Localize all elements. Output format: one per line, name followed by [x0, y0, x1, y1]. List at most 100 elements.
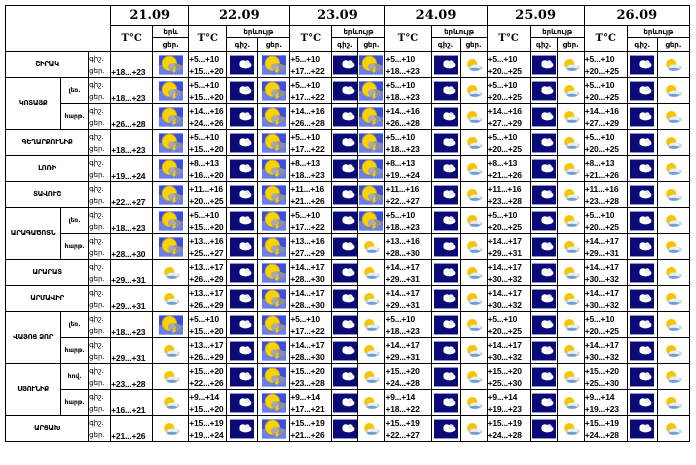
temperature-night: +11...+16: [385, 183, 420, 194]
day-header: ցեր.: [357, 37, 386, 52]
temperature-night: +15...+19: [385, 417, 420, 428]
temperature-range: +14...+17 +30...+32: [583, 285, 628, 312]
night-day-label: գիշ. ցեր.: [88, 77, 112, 104]
moon-cloud-icon: [626, 155, 658, 182]
moon-cloud-icon: [226, 51, 259, 78]
table-row: ԱՐԱՐԱՏ գիշ. ցեր. +29...+31 +13...+17 +26...+2…: [4, 259, 691, 286]
sun-behind-cloud-icon: [461, 341, 486, 360]
sun-behind-cloud-icon: [656, 207, 691, 234]
moon-cloud-icon: [531, 341, 556, 360]
day-label: ցեր.: [89, 92, 105, 101]
moon-cloud-icon: [630, 367, 655, 386]
moon-cloud-icon: [230, 341, 255, 360]
temperature-night: +5...+10: [487, 209, 518, 220]
moon-cloud-icon: [630, 81, 655, 100]
temperature-night: +8...+13: [385, 157, 416, 168]
moon-cloud-icon: [531, 315, 556, 334]
temperature-day: +30...+32: [584, 299, 619, 310]
temperature-day: +18...+23: [385, 221, 420, 232]
moon-cloud-icon: [230, 185, 255, 204]
day-label: ցեր.: [89, 300, 105, 309]
table-row: ԱՐՑԱԽ գիշ. ցեր. +21...+26 +15...+19 +19...+24…: [4, 415, 691, 442]
sun-cloud-lightning-icon: [257, 233, 291, 260]
sun-cloud-lightning-icon: [359, 158, 384, 179]
moon-cloud-icon: [226, 337, 259, 364]
sun-behind-cloud-icon: [556, 207, 585, 234]
temperature-day: +28...+30: [290, 351, 325, 362]
table-row: հարթ. գիշ. ցեր. +16...+21 +9...+14 +15...+20 +…: [6, 389, 691, 416]
night-header: գիշ.: [529, 37, 558, 52]
moon-cloud-icon: [626, 311, 658, 338]
date-header: 25.09: [486, 5, 585, 26]
sun-cloud-lightning-icon: [158, 314, 183, 335]
temperature-day: +25...+27: [189, 247, 224, 258]
day-label: ցեր.: [89, 170, 105, 179]
region-name: ՏԱՎՈՒՇ: [4, 181, 90, 208]
temperature-day: +22...+27: [385, 429, 420, 440]
moon-cloud-icon: [430, 285, 461, 312]
temperature-range: +11...+16 +21...+26: [289, 181, 333, 208]
moon-cloud-icon: [531, 237, 556, 256]
moon-cloud-icon: [226, 363, 259, 390]
temperature-night: +14...+17: [584, 339, 619, 350]
moon-cloud-icon: [331, 181, 359, 208]
moon-cloud-icon: [531, 55, 556, 74]
temperature-night: +15...+20: [290, 365, 325, 376]
sun-behind-cloud-icon: [158, 419, 183, 438]
moon-cloud-icon: [433, 419, 458, 438]
sun-behind-cloud-icon: [558, 211, 583, 230]
sun-cloud-lightning-icon: [261, 54, 286, 75]
night-day-label: գիշ. ցեր.: [88, 415, 112, 442]
temperature-range: +9...+14 +17...+21: [289, 389, 333, 416]
moon-cloud-icon: [430, 51, 461, 78]
moon-cloud-icon: [630, 159, 655, 178]
moon-cloud-icon: [430, 233, 461, 260]
temp-header: T°C: [289, 25, 333, 52]
moon-cloud-icon: [430, 363, 461, 390]
sun-behind-cloud-icon: [558, 133, 583, 152]
day-header: ցեր.: [556, 37, 585, 52]
night-header: գիշ.: [430, 37, 461, 52]
temp-header: T°C: [110, 25, 154, 52]
temperature-day: +24...+28: [385, 377, 420, 388]
moon-cloud-icon: [630, 237, 655, 256]
moon-cloud-icon: [529, 363, 558, 390]
temperature-range: +8...+13 +18...+23: [289, 155, 333, 182]
temperature-night: +14...+16: [189, 105, 224, 116]
sun-behind-cloud-icon: [556, 77, 585, 104]
sun-behind-cloud-icon: [661, 341, 686, 360]
temperature-day: +20...+25: [487, 143, 522, 154]
moon-cloud-icon: [531, 393, 556, 412]
temp-header: T°C: [486, 25, 531, 52]
sun-behind-cloud-icon: [359, 367, 384, 386]
sun-behind-cloud-icon: [461, 289, 486, 308]
moon-cloud-icon: [433, 393, 458, 412]
moon-cloud-icon: [230, 263, 255, 282]
night-day-label: գիշ. ցեր.: [88, 389, 112, 416]
sun-cloud-lightning-icon: [261, 340, 286, 361]
temperature-day: +29...+31: [584, 247, 619, 258]
sun-behind-cloud-icon: [152, 363, 190, 390]
temperature-night: +5...+10: [584, 313, 615, 324]
day-label: ցեր.: [89, 118, 105, 127]
day-header: ցեր.: [152, 37, 190, 52]
sun-behind-cloud-icon: [357, 285, 386, 312]
sun-behind-cloud-icon: [357, 415, 386, 442]
temperature-night: +5...+10: [487, 53, 518, 64]
day-label: ցեր.: [89, 248, 105, 257]
temperature-night: +8...+13: [487, 157, 518, 168]
region-name: ՇԻՐԱԿ: [4, 51, 90, 78]
temperature-day: +27...+29: [290, 247, 325, 258]
night-label: գիշ.: [89, 210, 104, 219]
moon-cloud-icon: [430, 415, 461, 442]
moon-cloud-icon: [331, 311, 359, 338]
temperature-night: +15...+20: [584, 365, 619, 376]
temperature-night: +5...+10: [189, 79, 219, 90]
temperature-range: +13...+16 +25...+27: [188, 233, 228, 260]
moon-cloud-icon: [433, 289, 458, 308]
sun-cloud-lightning-icon: [257, 51, 291, 78]
temperature-day: +21...+26: [110, 415, 154, 442]
temperature-day: +30...+32: [584, 351, 619, 362]
temperature-night: +9...+14: [584, 391, 615, 402]
temperature-range: +8...+13 +21...+26: [486, 155, 531, 182]
